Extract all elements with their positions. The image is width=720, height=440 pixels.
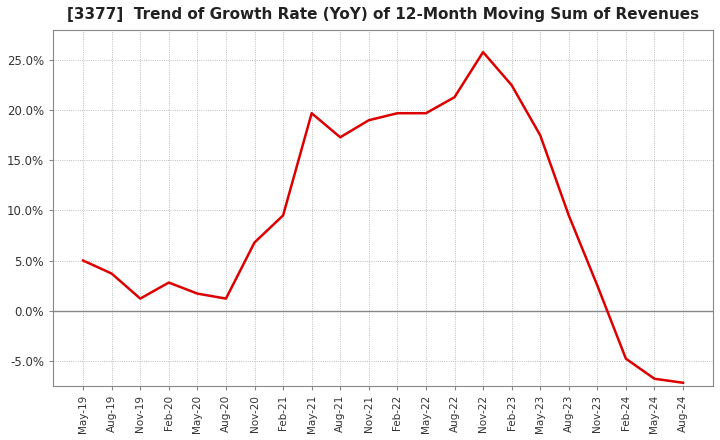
Title: [3377]  Trend of Growth Rate (YoY) of 12-Month Moving Sum of Revenues: [3377] Trend of Growth Rate (YoY) of 12-… xyxy=(67,7,699,22)
